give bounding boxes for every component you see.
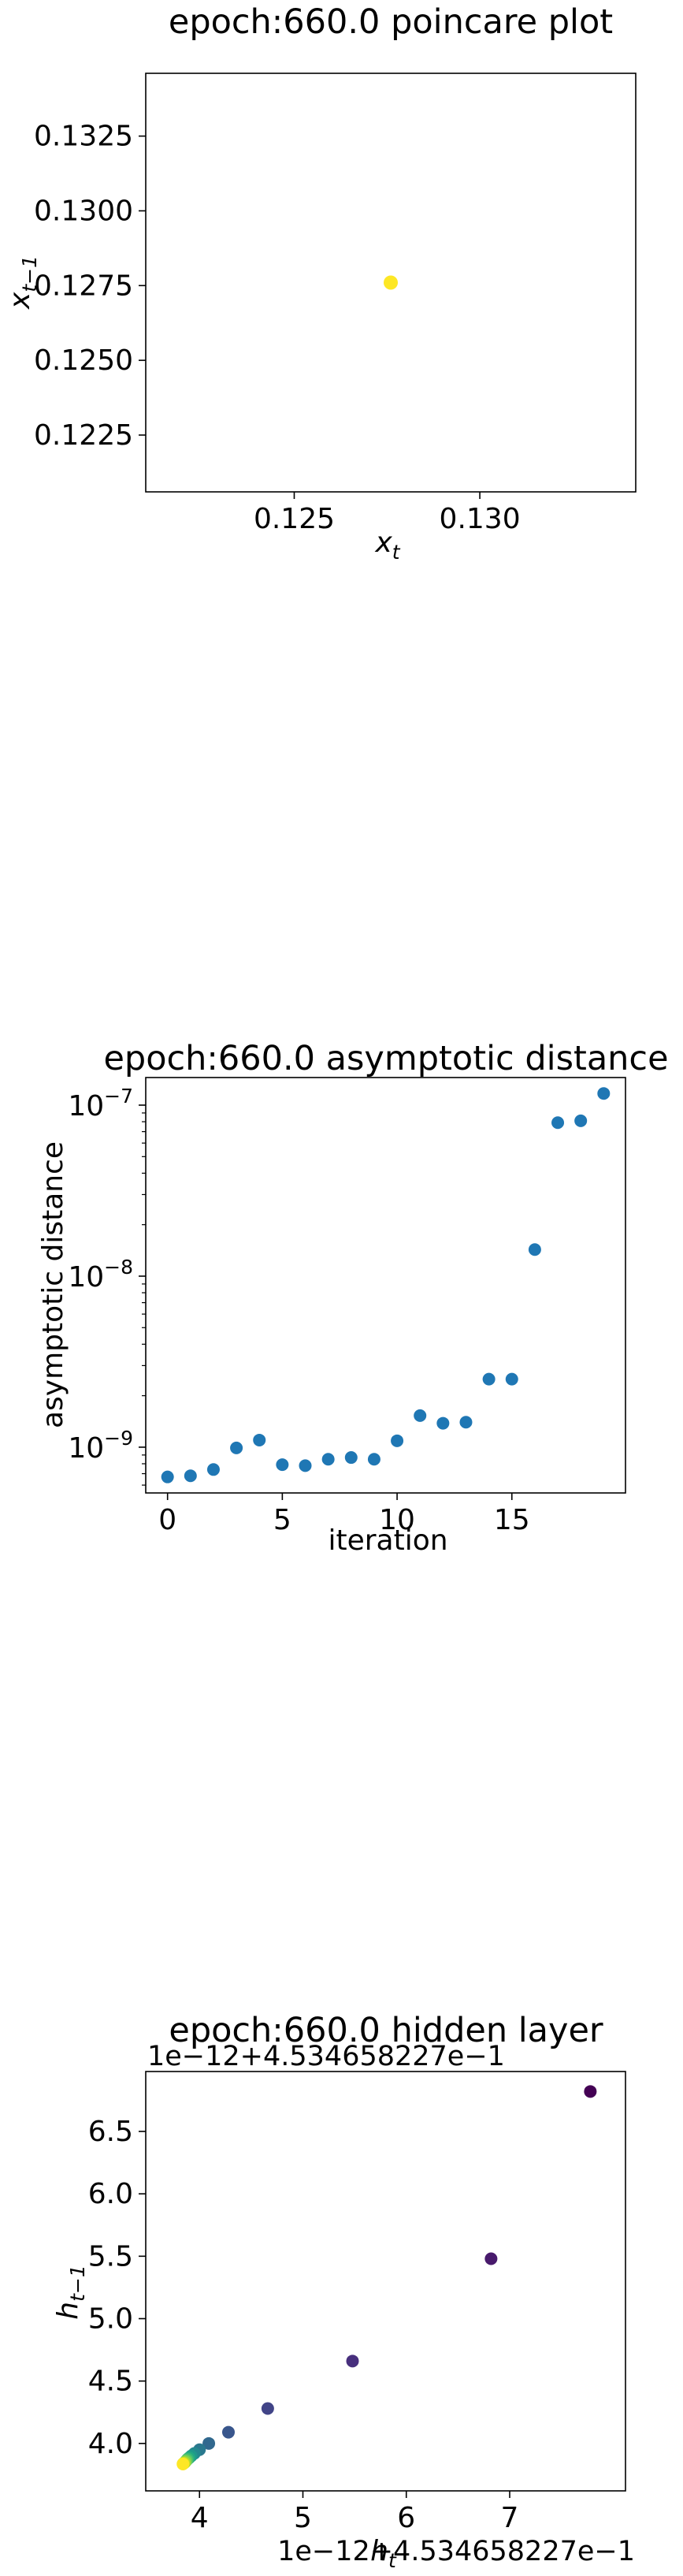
x-tick-label: 0.130	[440, 503, 521, 535]
x-tick-label: 5	[294, 2502, 312, 2534]
y-axis-label: xt−1	[4, 255, 41, 310]
data-point	[346, 2355, 359, 2368]
plot-frame	[145, 2071, 626, 2492]
data-point	[505, 1372, 518, 1386]
x-axis-label: xt	[374, 527, 400, 564]
y-tick-label: 6.0	[88, 2178, 133, 2210]
y-tick-label: 0.1275	[34, 270, 133, 302]
x-tick-label: 4	[191, 2502, 209, 2534]
y-tick-label: 0.1300	[34, 195, 133, 227]
data-point	[597, 1087, 611, 1100]
x-tick-label: 7	[501, 2502, 519, 2534]
y-tick-label: 4.5	[88, 2366, 133, 2398]
data-point	[202, 2436, 216, 2450]
y-tick-label: 10−7	[68, 1085, 133, 1122]
chart-title: epoch:660.0 asymptotic distance	[103, 1039, 668, 1078]
y-tick-label: 0.1250	[34, 344, 133, 377]
y-tick-label: 10−8	[68, 1256, 133, 1294]
data-point	[528, 1243, 541, 1256]
data-point	[222, 2425, 235, 2439]
data-point	[344, 1451, 358, 1465]
x-axis-label: ht	[370, 2535, 397, 2572]
plot-frame	[145, 1077, 626, 1494]
data-point	[384, 275, 398, 290]
data-point	[484, 2252, 498, 2265]
data-point	[584, 2085, 597, 2098]
x-axis-label: iteration	[328, 1524, 447, 1557]
y-offset-text: 1e−12+4.534658227e−1	[147, 2041, 505, 2072]
data-point	[184, 1469, 197, 1483]
data-point	[367, 1453, 380, 1466]
data-point	[574, 1114, 588, 1127]
y-tick-label: 6.5	[88, 2116, 133, 2148]
x-tick-label: 10	[379, 1504, 415, 1536]
data-point	[459, 1416, 473, 1429]
data-point	[253, 1433, 266, 1446]
data-point	[176, 2457, 190, 2470]
data-point	[161, 1470, 174, 1483]
data-point	[436, 1416, 450, 1430]
x-tick-label: 15	[494, 1504, 530, 1536]
hidden-layer-plot: epoch:660.0 hidden layer1e−12+4.53465822…	[52, 2011, 635, 2572]
data-point	[391, 1434, 404, 1447]
y-tick-label: 10−9	[68, 1427, 133, 1465]
data-point	[261, 2402, 274, 2415]
y-axis-label: ht−1	[52, 2265, 89, 2319]
plot-frame	[145, 73, 637, 493]
chart-title: epoch:660.0 hidden layer	[169, 2011, 603, 2050]
data-point	[230, 1441, 243, 1454]
poincare-plot: epoch:660.0 poincare plot 0.125 0.130 0.122…	[4, 2, 637, 564]
x-offset-text: 1e−12+4.534658227e−1	[277, 2536, 635, 2567]
data-point	[414, 1409, 427, 1422]
data-point	[206, 1463, 220, 1476]
data-point	[551, 1116, 565, 1130]
x-tick-label: 0.125	[254, 503, 335, 535]
chart-title: epoch:660.0 poincare plot	[169, 2, 613, 42]
y-axis-label: asymptotic distance	[37, 1141, 69, 1428]
data-point	[321, 1453, 335, 1466]
data-point	[482, 1372, 496, 1386]
y-tick-label: 0.1325	[34, 121, 133, 153]
x-tick-label: 6	[397, 2502, 415, 2534]
data-point	[299, 1459, 312, 1472]
x-tick-label: 0	[158, 1504, 176, 1536]
asymptotic-distance-plot: epoch:660.0 asymptotic distance 10−9 10−8 1…	[37, 1039, 669, 1557]
y-tick-label: 4.0	[88, 2428, 133, 2460]
y-tick-label: 5.0	[88, 2303, 133, 2336]
x-tick-label: 5	[273, 1504, 291, 1536]
y-tick-label: 0.1225	[34, 419, 133, 452]
data-point	[276, 1458, 289, 1472]
y-tick-label: 5.5	[88, 2240, 133, 2273]
